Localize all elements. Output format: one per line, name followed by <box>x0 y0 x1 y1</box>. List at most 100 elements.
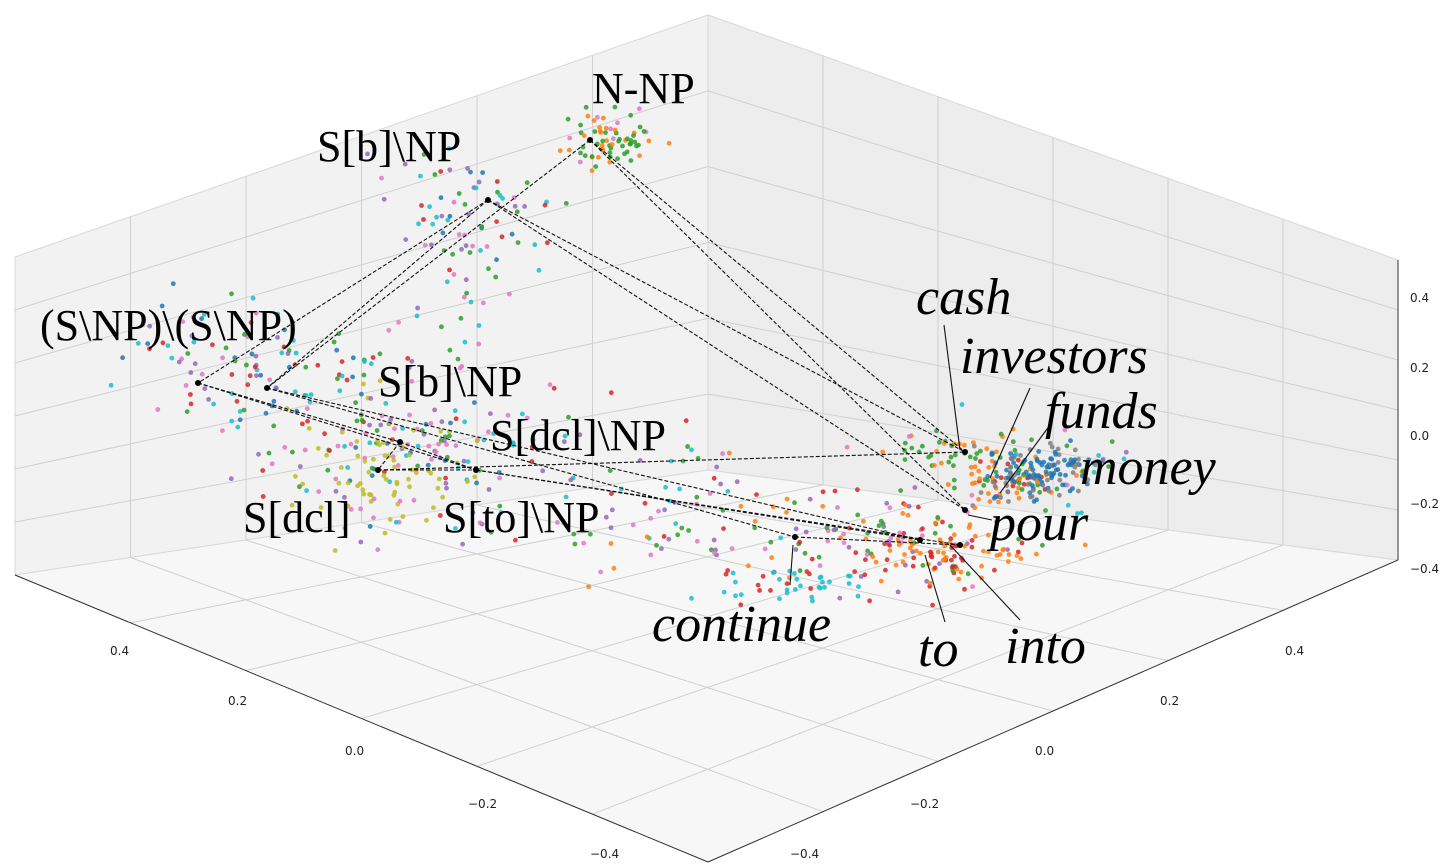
scatter-point <box>439 195 444 200</box>
scatter-point <box>235 399 240 404</box>
scatter-point <box>415 306 420 311</box>
scatter-point <box>507 292 512 297</box>
scatter-point <box>900 511 905 516</box>
scatter-point <box>250 352 255 357</box>
scatter-point <box>419 203 424 208</box>
scatter-point <box>340 430 345 435</box>
scatter-point <box>612 566 617 571</box>
trajectory-node <box>375 467 381 473</box>
word-label-continue: continue <box>652 596 831 653</box>
scatter-point <box>327 448 332 453</box>
scatter-point <box>441 231 446 236</box>
scatter-point <box>303 448 308 453</box>
scatter-point <box>513 204 518 209</box>
scatter-point <box>371 457 376 462</box>
scatter-point <box>294 351 299 356</box>
scatter-point <box>545 240 550 245</box>
scatter-point <box>894 563 899 568</box>
category-label-modifier: (S\NP)\(S\NP) <box>40 301 297 350</box>
scatter-point <box>440 419 445 424</box>
scatter-point <box>369 361 374 366</box>
scatter-point <box>862 572 867 577</box>
scatter-point <box>368 440 373 445</box>
scatter-point <box>827 579 832 584</box>
scatter-point <box>631 523 636 528</box>
scatter-point <box>856 594 861 599</box>
scatter-point <box>609 541 614 546</box>
scatter-point <box>1071 470 1076 475</box>
scatter-point <box>254 354 259 359</box>
scatter-point <box>906 513 911 518</box>
scatter-point <box>1034 552 1039 557</box>
scatter-point <box>994 449 999 454</box>
scatter-point <box>532 242 537 247</box>
scatter-point <box>942 557 947 562</box>
scatter-point <box>867 598 872 603</box>
scatter-point <box>881 524 886 529</box>
scatter-point <box>184 383 189 388</box>
scatter-point <box>877 523 882 528</box>
scatter-point <box>303 365 308 370</box>
scatter-point <box>1047 489 1052 494</box>
scatter-point <box>855 513 860 518</box>
scatter-point <box>362 373 367 378</box>
scatter-point <box>452 272 457 277</box>
scatter-point <box>336 481 341 486</box>
scatter-point <box>1060 483 1065 488</box>
scatter-point <box>1014 452 1019 457</box>
scatter-point <box>647 139 652 144</box>
scatter-point <box>414 470 419 475</box>
scatter-point <box>933 566 938 571</box>
scatter-point <box>822 585 827 590</box>
scatter-point <box>861 519 866 524</box>
scatter-point <box>928 581 933 586</box>
scatter-point <box>852 569 857 574</box>
scatter-point <box>907 504 912 509</box>
scatter-point <box>169 356 174 361</box>
scatter-point <box>548 382 553 387</box>
scatter-point <box>429 457 434 462</box>
scatter-point <box>493 275 498 280</box>
scatter-point <box>952 554 957 559</box>
scatter-point <box>768 540 773 545</box>
scatter-point <box>270 461 275 466</box>
scatter-point <box>1069 457 1074 462</box>
category-label-s-b-np-top: S[b]\NP <box>317 122 461 171</box>
scatter-point <box>662 507 667 512</box>
scatter-point <box>847 545 852 550</box>
scatter-point <box>1011 460 1016 465</box>
scatter-point <box>418 174 423 179</box>
scatter-point <box>370 466 375 471</box>
trajectory-node <box>485 197 491 203</box>
z-tick-label: −0.2 <box>1410 497 1439 511</box>
scatter-point <box>798 568 803 573</box>
scatter-point <box>426 444 431 449</box>
scatter-point <box>880 450 885 455</box>
scatter-point <box>970 538 975 543</box>
scatter-point <box>826 539 831 544</box>
scatter-point <box>445 279 450 284</box>
scatter-point <box>1063 473 1068 478</box>
scatter-point <box>616 139 621 144</box>
scatter-point <box>833 489 838 494</box>
scatter-point <box>613 128 618 133</box>
scatter-point <box>472 475 477 480</box>
scatter-point <box>993 484 998 489</box>
scatter-point <box>401 514 406 519</box>
scatter-point <box>300 422 305 427</box>
scatter-point <box>465 166 470 171</box>
scatter-point <box>768 588 773 593</box>
scatter-point <box>428 471 433 476</box>
scatter-point <box>777 577 782 582</box>
scatter-point <box>666 537 671 542</box>
x-tick-label: −0.4 <box>590 847 619 861</box>
scatter-point <box>309 392 314 397</box>
scatter-point <box>973 464 978 469</box>
scatter-point <box>368 396 373 401</box>
scatter-point <box>398 499 403 504</box>
scatter-point <box>1018 453 1023 458</box>
scatter-point <box>595 115 600 120</box>
scatter-point <box>443 476 448 481</box>
y-tick-label: −0.4 <box>790 847 819 861</box>
scatter-point <box>185 351 190 356</box>
